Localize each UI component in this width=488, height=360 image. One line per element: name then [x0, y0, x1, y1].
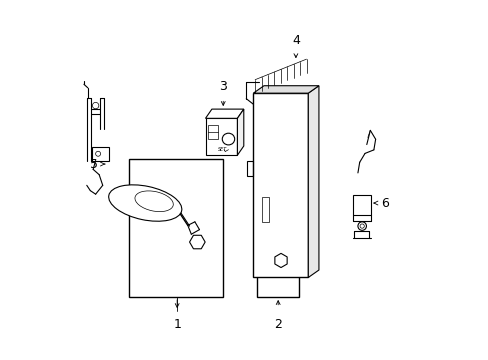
- Polygon shape: [253, 86, 318, 93]
- Text: SET: SET: [218, 147, 227, 152]
- Ellipse shape: [222, 133, 234, 145]
- Bar: [92, 147, 109, 161]
- Text: 3: 3: [219, 80, 227, 93]
- Bar: [262, 197, 268, 222]
- Polygon shape: [307, 86, 318, 278]
- Text: 4: 4: [291, 34, 299, 47]
- Text: 5: 5: [90, 158, 98, 171]
- Bar: [207, 125, 217, 139]
- Bar: [352, 195, 370, 215]
- Ellipse shape: [108, 185, 182, 221]
- Bar: [246, 161, 253, 176]
- Polygon shape: [205, 109, 244, 118]
- Text: 2: 2: [274, 318, 282, 331]
- Polygon shape: [237, 109, 244, 155]
- Bar: [129, 159, 223, 297]
- Text: 1: 1: [173, 318, 181, 331]
- Bar: [205, 118, 237, 155]
- Bar: [256, 208, 299, 297]
- Bar: [253, 93, 307, 278]
- Text: 6: 6: [380, 197, 388, 210]
